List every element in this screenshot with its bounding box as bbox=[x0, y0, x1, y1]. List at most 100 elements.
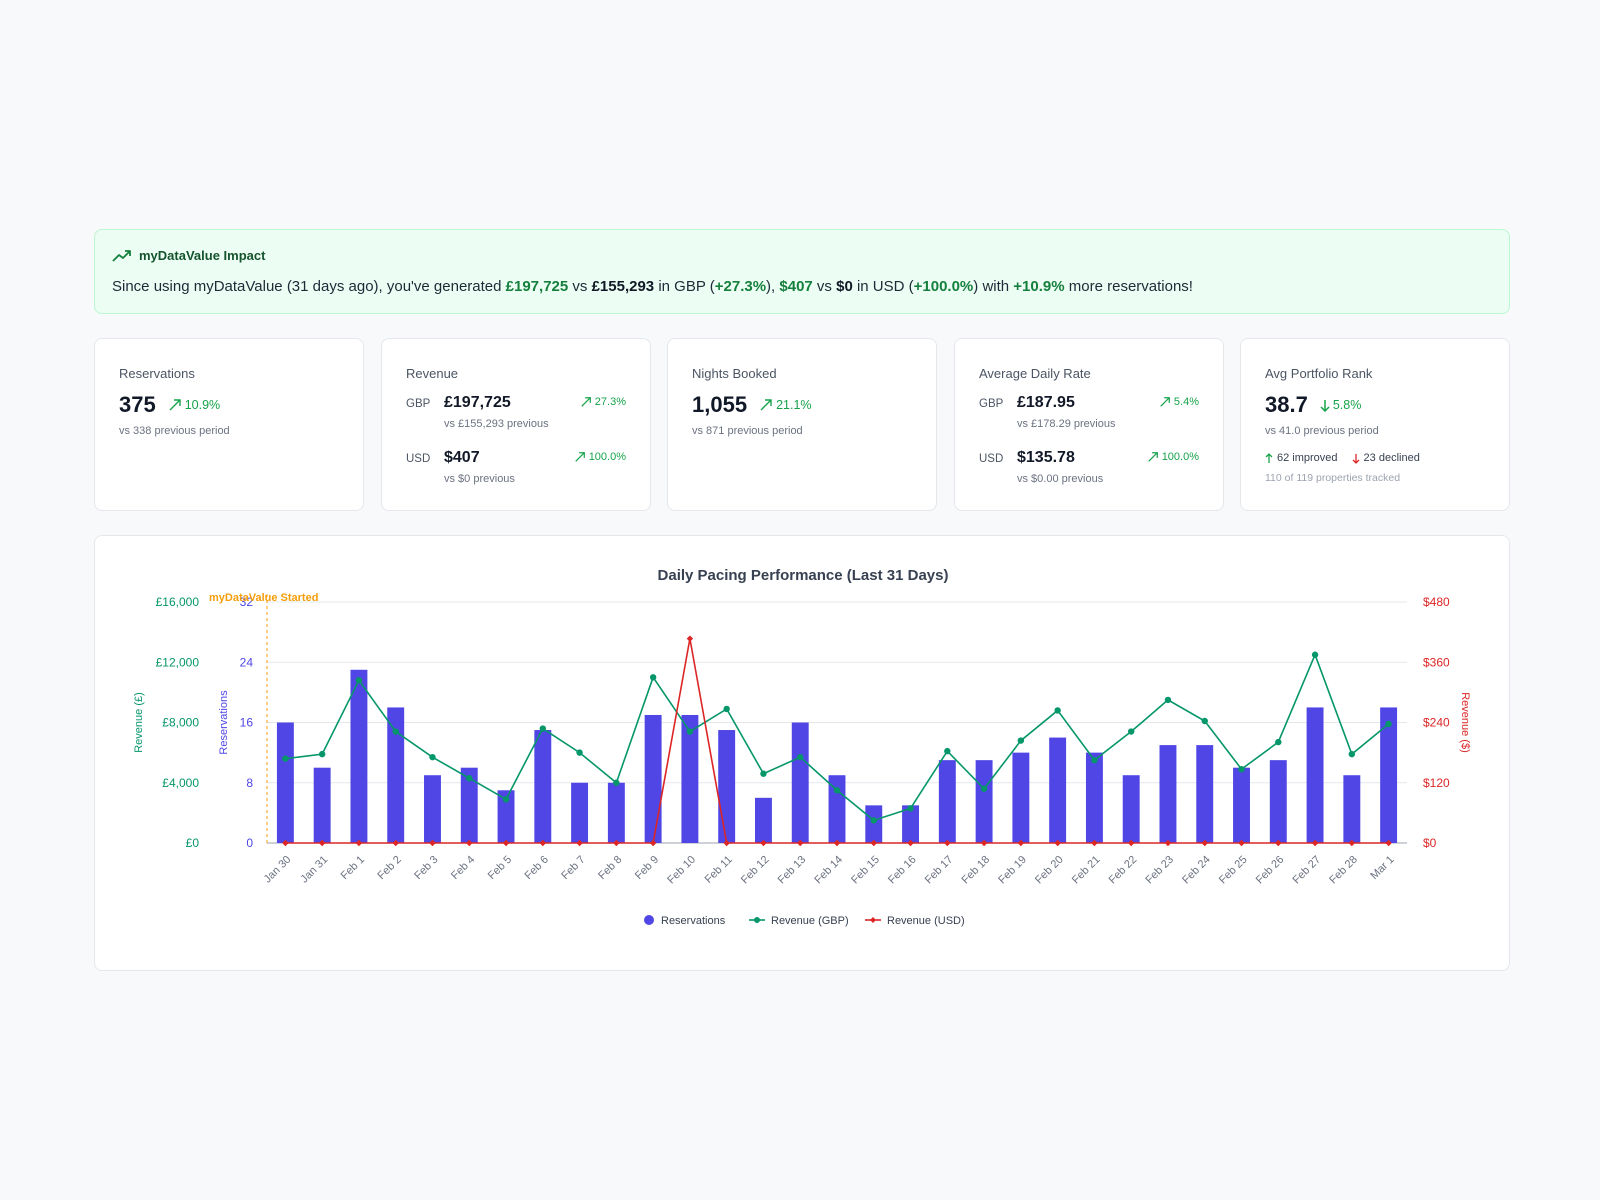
reservation-bar bbox=[1049, 737, 1067, 843]
gbp-tick-label: £0 bbox=[186, 836, 200, 850]
banner-text: ), bbox=[766, 278, 780, 295]
revenue-usd-point bbox=[1275, 839, 1282, 847]
trend-up-icon bbox=[169, 399, 181, 411]
x-tick-label: Feb 10 bbox=[665, 854, 698, 887]
banner-text: vs bbox=[812, 278, 837, 295]
usd-current: $407 bbox=[779, 278, 813, 295]
card-title: Reservations bbox=[119, 366, 195, 381]
x-tick-label: Feb 19 bbox=[996, 854, 1029, 887]
nights-value: 1,055 bbox=[692, 392, 748, 417]
reservation-bar bbox=[718, 730, 736, 843]
reservation-bar bbox=[534, 730, 552, 843]
improved-count: 62 improved bbox=[1265, 452, 1338, 464]
revenue-gbp-point bbox=[539, 725, 547, 732]
gbp-tick-label: £16,000 bbox=[156, 595, 200, 609]
revenue-usd-point bbox=[723, 839, 730, 847]
gbp-current: £197,725 bbox=[505, 278, 569, 295]
legend-reservations-label: Reservations bbox=[661, 915, 726, 927]
revenue-usd-point bbox=[649, 839, 657, 847]
reservation-bar bbox=[607, 782, 625, 843]
reservation-bar bbox=[313, 767, 331, 843]
x-tick-label: Feb 25 bbox=[1217, 854, 1250, 887]
reservations-tick-label: 24 bbox=[240, 655, 254, 669]
revenue-gbp-point bbox=[980, 785, 988, 792]
banner-text: in GBP ( bbox=[654, 278, 715, 295]
revenue-gbp-point bbox=[723, 705, 730, 713]
x-tick-label: Feb 2 bbox=[375, 854, 403, 882]
pacing-chart-card: Daily Pacing Performance (Last 31 Days) £… bbox=[94, 535, 1510, 971]
revenue-gbp-point bbox=[1275, 738, 1282, 746]
revenue-usd-point bbox=[1127, 839, 1135, 847]
x-tick-label: Feb 9 bbox=[633, 854, 661, 882]
legend-usd-marker bbox=[870, 917, 876, 923]
legend-gbp-label: Revenue (GBP) bbox=[771, 915, 849, 927]
adr-usd-sub: vs $0.00 previous bbox=[1017, 473, 1104, 485]
reservations-tick-label: 32 bbox=[240, 595, 254, 609]
revenue-gbp-point bbox=[1348, 750, 1356, 758]
x-tick-label: Feb 7 bbox=[559, 854, 587, 882]
revenue-usd-point bbox=[833, 839, 841, 847]
revenue-gbp-point bbox=[392, 728, 399, 735]
reservation-bar bbox=[1306, 707, 1324, 843]
usd-tick-label: $480 bbox=[1423, 595, 1450, 609]
reservations-sub: vs 338 previous period bbox=[119, 425, 230, 437]
banner-text: Since using myDataValue (31 days ago), y… bbox=[112, 278, 506, 295]
revenue-usd-point bbox=[907, 839, 914, 847]
x-tick-label: Feb 21 bbox=[1070, 854, 1103, 887]
reservations-tick-label: 0 bbox=[246, 836, 253, 850]
arrow-down-icon bbox=[1320, 399, 1330, 412]
reservations-tick-label: 8 bbox=[246, 776, 253, 790]
revenue-usd-point bbox=[392, 839, 399, 847]
portfolio-rank-card: Avg Portfolio Rank 38.7 5.8% vs 41.0 pre… bbox=[1240, 338, 1510, 511]
revenue-gbp-point bbox=[318, 750, 326, 758]
reservation-bar bbox=[975, 760, 993, 843]
x-tick-label: Feb 28 bbox=[1327, 854, 1360, 887]
revenue-gbp-point bbox=[1311, 651, 1319, 658]
revenue-usd-point bbox=[1238, 839, 1245, 847]
x-tick-label: Feb 13 bbox=[776, 854, 809, 887]
revenue-gbp-point bbox=[613, 779, 620, 786]
usd-axis-title: Revenue ($) bbox=[1459, 692, 1471, 753]
legend-usd-label: Revenue (USD) bbox=[887, 915, 965, 927]
pacing-chart: Daily Pacing Performance (Last 31 Days) £… bbox=[133, 567, 1471, 927]
revenue-gbp-point bbox=[760, 770, 767, 777]
reservation-bar bbox=[387, 707, 405, 843]
trend-up-icon bbox=[574, 452, 585, 462]
x-tick-label: Feb 27 bbox=[1290, 854, 1323, 887]
revenue-card: Revenue GBP £197,725 27.3% vs £155,293 p… bbox=[381, 338, 651, 511]
adr-gbp-sub: vs £178.29 previous bbox=[1017, 418, 1116, 430]
reservation-bar bbox=[497, 790, 515, 843]
trend-up-icon bbox=[760, 399, 772, 411]
card-title: Nights Booked bbox=[692, 366, 777, 381]
x-tick-label: Jan 31 bbox=[298, 854, 330, 886]
x-tick-label: Feb 26 bbox=[1254, 854, 1287, 887]
change-text: 21.1% bbox=[776, 398, 812, 412]
reservation-bar bbox=[865, 805, 883, 843]
revenue-gbp-point bbox=[833, 787, 841, 794]
x-tick-label: Feb 14 bbox=[812, 854, 845, 887]
change-text: 100.0% bbox=[1161, 451, 1199, 463]
reservation-bar bbox=[681, 714, 699, 843]
x-tick-label: Feb 6 bbox=[523, 854, 551, 882]
revenue-usd-point bbox=[1348, 839, 1356, 847]
reservations-change: 10.9% bbox=[168, 398, 220, 412]
revenue-gbp-point bbox=[797, 753, 804, 761]
x-tick-label: Feb 22 bbox=[1107, 854, 1140, 887]
legend-reservations-swatch bbox=[644, 915, 654, 925]
adr-usd-change: 100.0% bbox=[1147, 451, 1199, 463]
change-text: 5.4% bbox=[1173, 396, 1199, 408]
trend-up-icon bbox=[1147, 452, 1158, 462]
card-title: Revenue bbox=[406, 366, 459, 381]
card-title: Avg Portfolio Rank bbox=[1265, 366, 1373, 381]
revenue-usd-point bbox=[613, 839, 620, 847]
reservation-bar bbox=[424, 775, 441, 843]
x-tick-label: Feb 12 bbox=[739, 854, 772, 887]
reservation-bar bbox=[938, 760, 956, 843]
gbp-label: GBP bbox=[406, 398, 431, 410]
revenue-gbp-change: 27.3% bbox=[580, 396, 626, 408]
revenue-gbp-point bbox=[1385, 720, 1392, 728]
reservation-bar bbox=[791, 722, 809, 843]
revenue-gbp-point bbox=[576, 749, 583, 756]
banner-message: Since using myDataValue (31 days ago), y… bbox=[112, 278, 1193, 295]
x-tick-label: Feb 1 bbox=[339, 854, 367, 882]
